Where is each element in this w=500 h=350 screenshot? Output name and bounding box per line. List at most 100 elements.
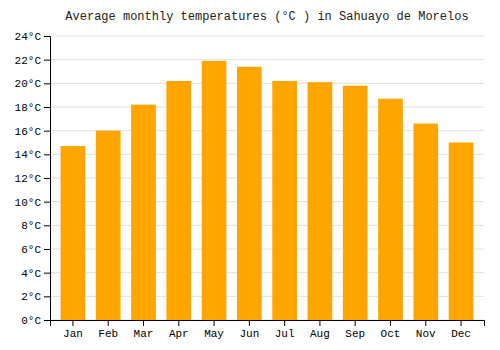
x-tick: Jun — [239, 320, 259, 340]
y-tick-mark — [44, 36, 50, 37]
grid-line — [50, 59, 484, 60]
y-tick-mark — [44, 273, 50, 274]
y-tick-mark — [44, 154, 50, 155]
y-tick-label: 16°C — [15, 126, 42, 138]
y-tick-mark — [44, 178, 50, 179]
y-tick-label: 22°C — [15, 55, 42, 67]
plot: Jan Feb Mar Apr May Jun Jul Aug Sep Oct Nov Dec 0°C 2… — [15, 31, 485, 340]
x-tick: Jul — [275, 320, 295, 340]
y-tick-mark — [44, 225, 50, 226]
x-tick-mark — [214, 320, 215, 326]
y-tick-label: 12°C — [15, 173, 42, 185]
y-tick-label: 14°C — [15, 149, 42, 161]
x-tick: Dec — [451, 320, 471, 340]
x-tick-mark — [355, 320, 356, 326]
x-tick: Aug — [310, 320, 330, 340]
y-tick-label: 24°C — [15, 31, 42, 43]
y-tick-label: 4°C — [21, 268, 41, 280]
x-tick-label: Oct — [381, 328, 401, 340]
bar — [413, 124, 438, 320]
y-tick: 20°C — [15, 78, 50, 90]
x-tick-label: Jun — [239, 328, 259, 340]
y-tick-label: 18°C — [15, 102, 42, 114]
x-tick-mark — [249, 320, 250, 326]
y-tick: 16°C — [15, 126, 50, 138]
x-tick-label: May — [204, 328, 224, 340]
y-tick-mark — [44, 249, 50, 250]
chart: Jan Feb Mar Apr May Jun Jul Aug Sep Oct Nov Dec 0°C 2… — [0, 0, 500, 350]
bar — [343, 86, 368, 320]
x-tick: Sep — [345, 320, 365, 340]
x-tick-mark — [319, 320, 320, 326]
y-tick-mark — [44, 320, 50, 321]
y-tick-label: 10°C — [15, 197, 42, 209]
x-tick-label: Mar — [134, 328, 154, 340]
grid — [50, 36, 484, 320]
y-tick-mark — [44, 202, 50, 203]
y-tick: 8°C — [21, 220, 50, 232]
y-tick-mark — [44, 107, 50, 108]
x-tick-mark — [461, 320, 462, 326]
grid-line — [50, 107, 484, 108]
y-tick: 4°C — [21, 268, 50, 280]
bar — [449, 143, 474, 321]
y-tick: 14°C — [15, 149, 50, 161]
y-tick: 10°C — [15, 197, 50, 209]
y-tick-label: 2°C — [21, 291, 41, 303]
y-tick-label: 6°C — [21, 244, 41, 256]
y-tick-mark — [44, 83, 50, 84]
x-tick-mark — [108, 320, 109, 326]
y-tick: 0°C — [21, 315, 50, 327]
x-tick-mark — [178, 320, 179, 326]
y-tick: 2°C — [21, 291, 50, 303]
y-axis-line — [44, 37, 51, 321]
bar — [166, 81, 191, 320]
x-tick: Jan — [63, 320, 83, 340]
x-tick: Oct — [381, 320, 401, 340]
x-tick-mark — [425, 320, 426, 326]
x-tick-label: Feb — [98, 328, 118, 340]
x-tick-label: Jul — [275, 328, 295, 340]
x-axis: Jan Feb Mar Apr May Jun Jul Aug Sep Oct Nov Dec — [51, 320, 485, 340]
title: Average monthly temperatures (°C ) in Sa… — [65, 10, 468, 24]
x-tick-mark — [390, 320, 391, 326]
grid-line — [50, 36, 484, 37]
x-tick: Feb — [98, 320, 118, 340]
bar — [237, 67, 262, 320]
y-tick: 6°C — [21, 244, 50, 256]
x-tick-mark — [143, 320, 144, 326]
bar — [378, 99, 403, 320]
x-tick-label: Sep — [345, 328, 365, 340]
bar — [61, 146, 86, 320]
y-tick-label: 8°C — [21, 220, 41, 232]
y-tick-mark — [44, 131, 50, 132]
x-axis-line — [51, 321, 485, 327]
y-axis: 0°C 2°C 4°C 6°C 8°C 10°C 12°C 14°C 16°C 18°C 20°C 2… — [15, 31, 51, 327]
bar — [308, 82, 333, 320]
bar — [272, 81, 297, 320]
bars — [61, 61, 474, 320]
x-tick-label: Apr — [169, 328, 189, 340]
x-tick: Apr — [169, 320, 189, 340]
x-tick-label: Nov — [416, 328, 436, 340]
x-tick: Mar — [134, 320, 154, 340]
y-tick: 12°C — [15, 173, 50, 185]
x-tick-mark — [284, 320, 285, 326]
grid-line — [50, 83, 484, 84]
bar — [131, 105, 156, 320]
y-tick: 24°C — [15, 31, 50, 43]
bar — [96, 131, 121, 320]
y-tick-label: 0°C — [21, 315, 41, 327]
y-tick: 22°C — [15, 55, 50, 67]
x-tick-label: Jan — [63, 328, 83, 340]
y-tick-mark — [44, 296, 50, 297]
x-tick-label: Dec — [451, 328, 471, 340]
y-tick-label: 20°C — [15, 78, 42, 90]
y-tick: 18°C — [15, 102, 50, 114]
y-tick-mark — [44, 60, 50, 61]
bar — [202, 61, 227, 320]
x-tick-label: Aug — [310, 328, 330, 340]
x-tick: May — [204, 320, 224, 340]
x-tick-mark — [72, 320, 73, 326]
x-tick: Nov — [416, 320, 436, 340]
